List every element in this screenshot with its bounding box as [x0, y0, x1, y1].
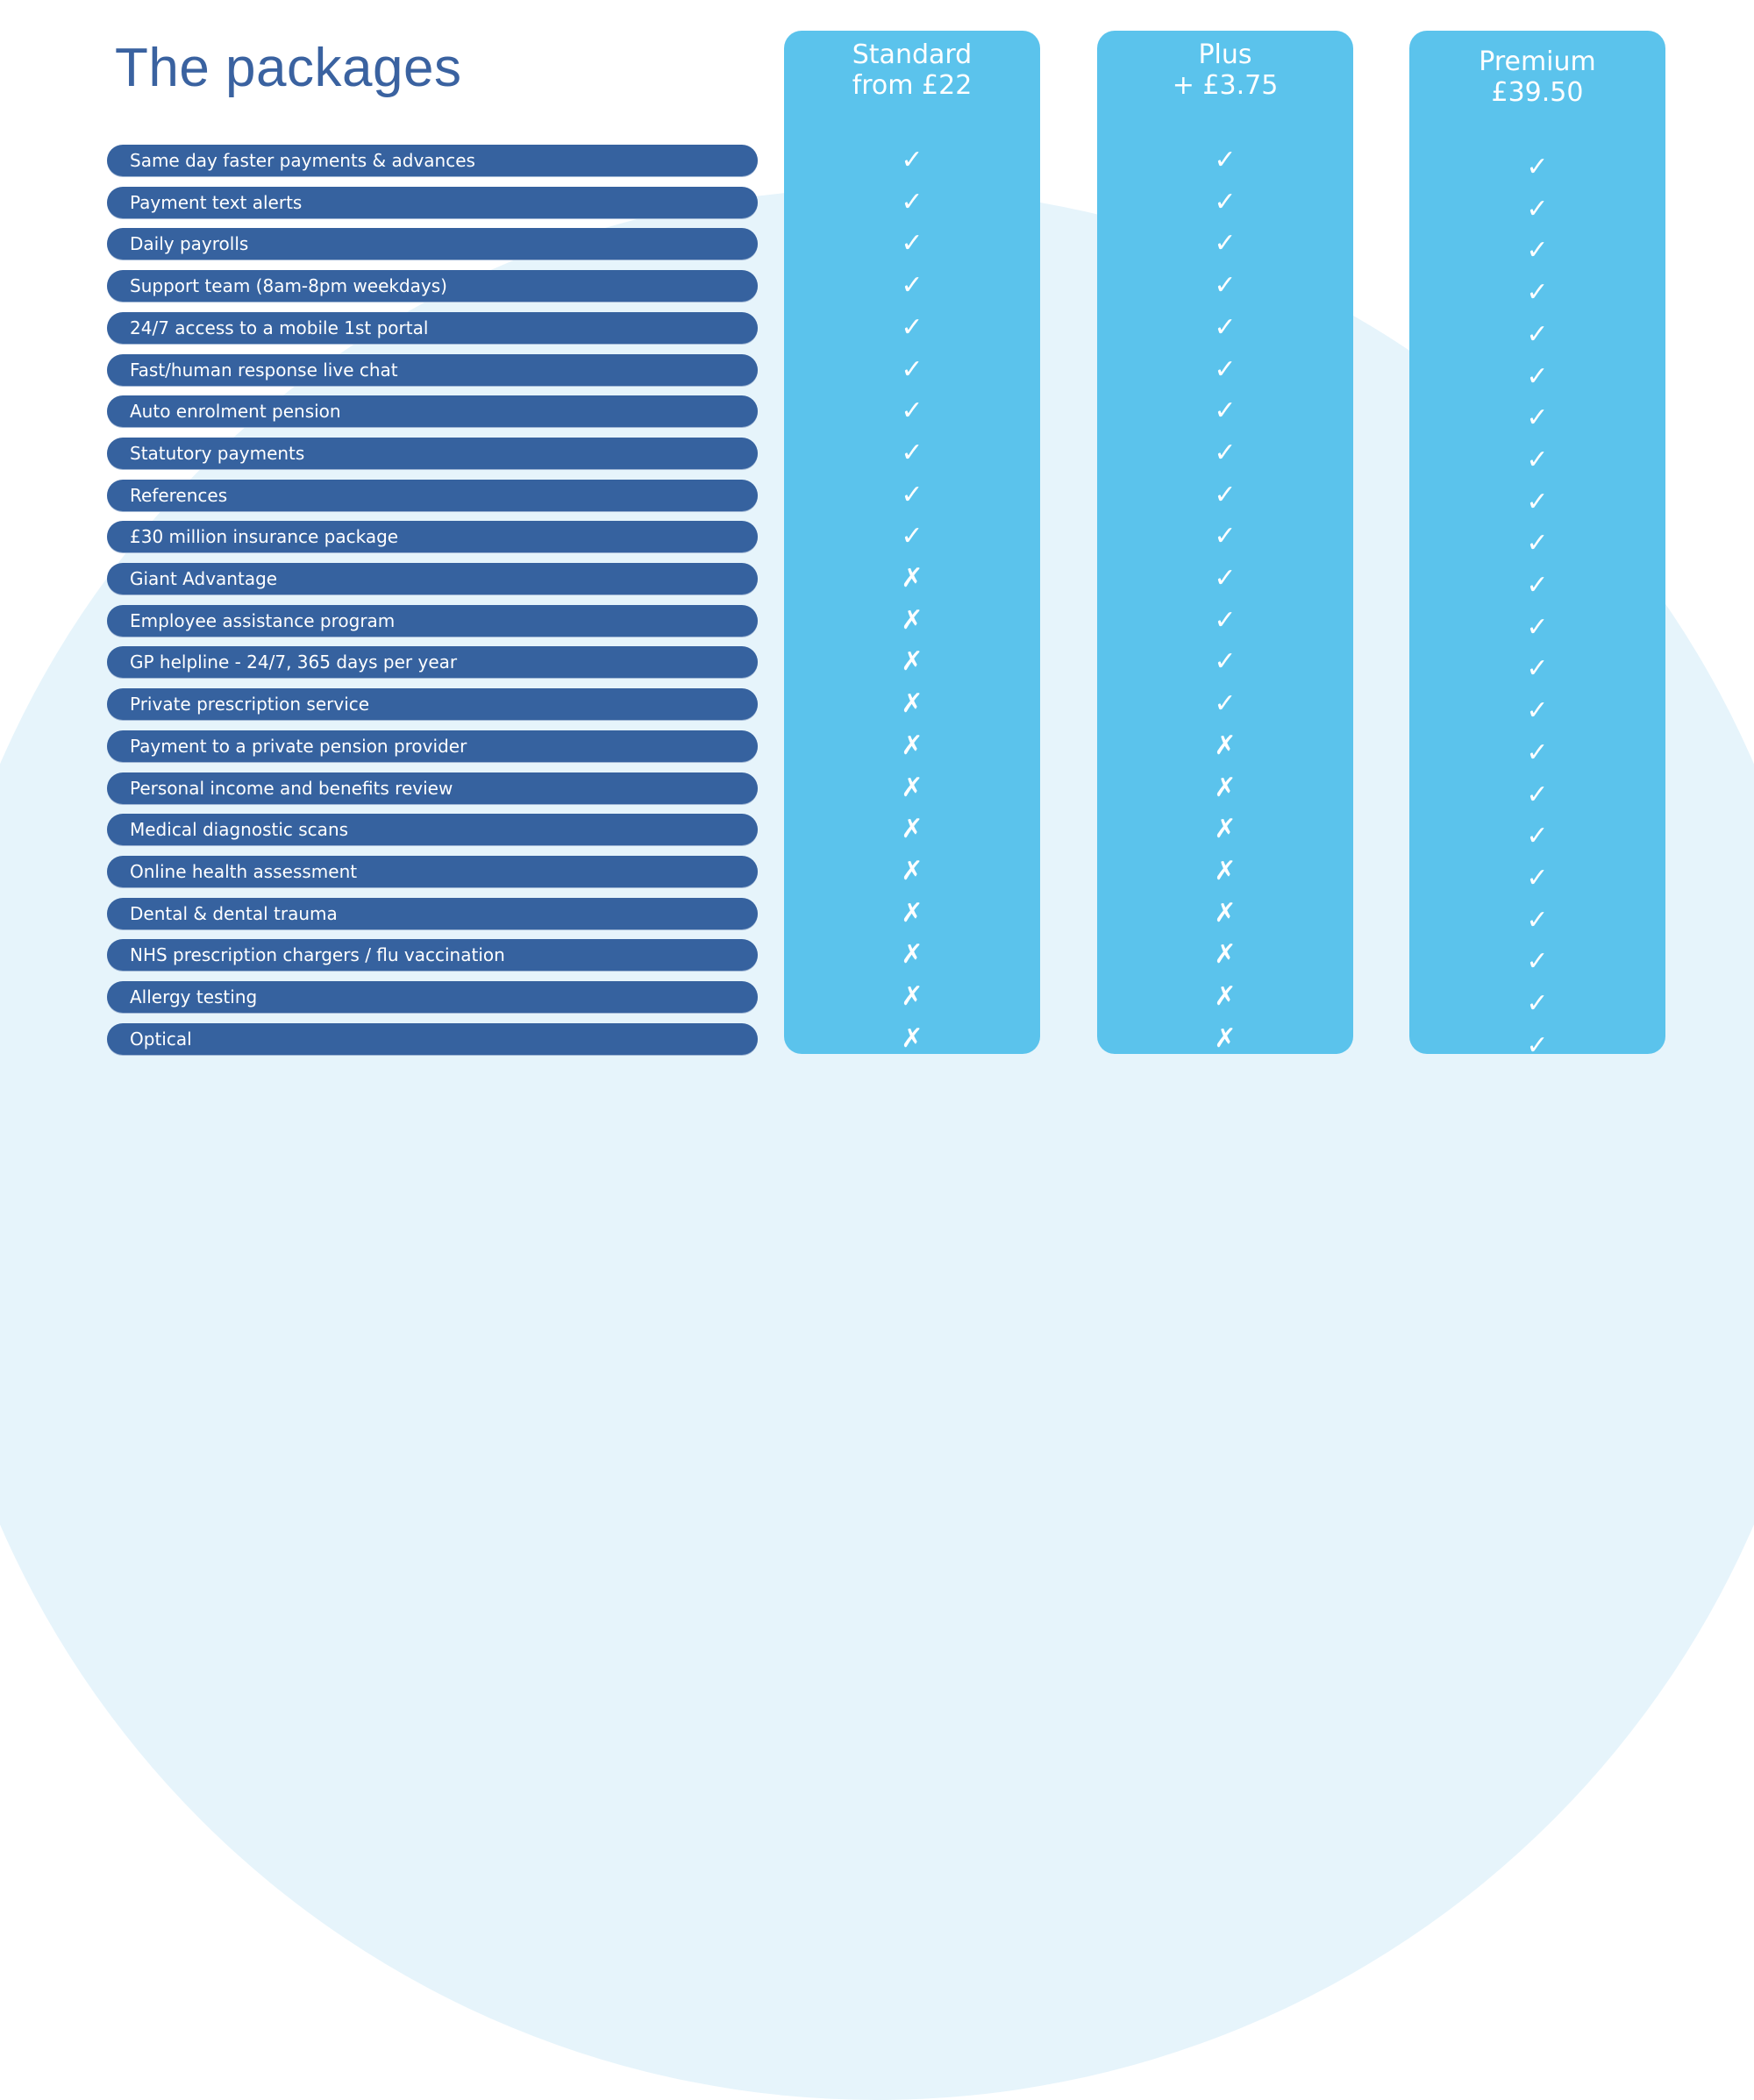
cross-icon: ✗	[1214, 772, 1237, 803]
check-icon: ✓	[1214, 311, 1237, 343]
check-icon: ✓	[901, 437, 923, 468]
feature-row: Employee assistance program	[107, 604, 758, 637]
check-icon: ✓	[1526, 444, 1549, 475]
feature-row: NHS prescription chargers / flu vaccinat…	[107, 939, 758, 972]
feature-row: References	[107, 479, 758, 511]
check-icon: ✓	[1526, 988, 1549, 1019]
check-icon: ✓	[1526, 862, 1549, 893]
feature-row: Personal income and benefits review	[107, 772, 758, 804]
check-icon: ✓	[1214, 688, 1237, 720]
check-icon: ✓	[1526, 235, 1549, 267]
cross-icon: ✗	[901, 814, 923, 845]
feature-row: 24/7 access to a mobile 1st portal	[107, 311, 758, 344]
check-icon: ✓	[901, 311, 923, 343]
check-icon: ✓	[1526, 277, 1549, 309]
package-name: Plus	[1198, 39, 1252, 70]
cross-icon: ✗	[901, 772, 923, 803]
feature-row: Fast/human response live chat	[107, 353, 758, 386]
check-icon: ✓	[1214, 145, 1237, 175]
cross-icon: ✗	[901, 939, 923, 971]
cross-icon: ✗	[901, 981, 923, 1012]
package-price: from £22	[852, 70, 973, 101]
feature-row: Support team (8am-8pm weekdays)	[107, 270, 758, 303]
check-icon: ✓	[1526, 318, 1549, 350]
check-icon: ✓	[1214, 353, 1237, 385]
check-icon: ✓	[1526, 152, 1549, 182]
feature-row: Payment text alerts	[107, 186, 758, 218]
feature-row: Private prescription service	[107, 688, 758, 721]
check-icon: ✓	[1526, 570, 1549, 601]
cross-icon: ✗	[1214, 939, 1237, 971]
check-icon: ✓	[901, 186, 923, 217]
check-icon: ✓	[901, 353, 923, 385]
check-icon: ✓	[1526, 695, 1549, 727]
check-icon: ✓	[1214, 646, 1237, 678]
check-icon: ✓	[901, 479, 923, 510]
cross-icon: ✗	[1214, 814, 1237, 845]
cross-icon: ✗	[901, 604, 923, 636]
cross-icon: ✗	[1214, 855, 1237, 886]
check-icon: ✓	[901, 145, 923, 175]
cross-icon: ✗	[901, 855, 923, 886]
check-icon: ✓	[901, 395, 923, 427]
check-icon: ✓	[1526, 611, 1549, 643]
check-icon: ✓	[1526, 360, 1549, 392]
check-icon: ✓	[901, 270, 923, 302]
feature-row: Allergy testing	[107, 981, 758, 1013]
cross-icon: ✗	[901, 730, 923, 761]
cross-icon: ✗	[1214, 1022, 1237, 1054]
check-icon: ✓	[1526, 528, 1549, 559]
check-icon: ✓	[1214, 270, 1237, 302]
package-price: £39.50	[1491, 77, 1584, 108]
cross-icon: ✗	[901, 646, 923, 678]
check-icon: ✓	[1214, 521, 1237, 552]
check-icon: ✓	[1526, 904, 1549, 936]
package-card-standard: Standard from £22 ✓ ✓ ✓ ✓ ✓ ✓ ✓ ✓ ✓ ✓ ✗ ✗ ✗ ✗ ✗ ✗ ✗ ✗ ✗ ✗ ✗ ✗	[784, 31, 1040, 1054]
check-icon: ✓	[1526, 737, 1549, 768]
check-icon: ✓	[1214, 479, 1237, 510]
feature-row: Medical diagnostic scans	[107, 814, 758, 846]
cross-icon: ✗	[1214, 981, 1237, 1012]
package-card-plus: Plus + £3.75 ✓ ✓ ✓ ✓ ✓ ✓ ✓ ✓ ✓ ✓ ✓ ✓ ✓ ✓ ✗ ✗ ✗ ✗ ✗ ✗ ✗ ✗	[1097, 31, 1353, 1054]
cross-icon: ✗	[901, 563, 923, 594]
cross-icon: ✗	[901, 897, 923, 929]
check-icon: ✓	[1526, 193, 1549, 224]
cross-icon: ✗	[1214, 897, 1237, 929]
feature-row: Optical	[107, 1022, 758, 1055]
feature-row: GP helpline - 24/7, 365 days per year	[107, 646, 758, 679]
cross-icon: ✗	[901, 1022, 923, 1054]
check-icon: ✓	[901, 228, 923, 260]
check-icon: ✓	[1526, 946, 1549, 978]
check-icon: ✓	[1526, 486, 1549, 517]
check-icon: ✓	[1214, 186, 1237, 217]
check-icon: ✓	[1526, 821, 1549, 852]
check-icon: ✓	[1526, 653, 1549, 685]
check-icon: ✓	[1526, 1029, 1549, 1061]
feature-row: Auto enrolment pension	[107, 395, 758, 428]
check-icon: ✓	[1214, 563, 1237, 594]
feature-row: Daily payrolls	[107, 228, 758, 260]
package-name: Premium	[1479, 46, 1596, 77]
feature-row: Payment to a private pension provider	[107, 730, 758, 762]
package-name: Standard	[852, 39, 973, 70]
cross-icon: ✗	[901, 688, 923, 720]
check-icon: ✓	[1214, 604, 1237, 636]
check-icon: ✓	[1214, 228, 1237, 260]
page-title: The packages	[115, 38, 462, 98]
feature-row: Dental & dental trauma	[107, 897, 758, 929]
package-card-premium: Premium £39.50 ✓ ✓ ✓ ✓ ✓ ✓ ✓ ✓ ✓ ✓ ✓ ✓ ✓ ✓ ✓ ✓ ✓ ✓ ✓ ✓ ✓ ✓	[1409, 31, 1665, 1061]
feature-row: Statutory payments	[107, 437, 758, 469]
check-icon: ✓	[1214, 437, 1237, 468]
check-icon: ✓	[1526, 402, 1549, 434]
cross-icon: ✗	[1214, 730, 1237, 761]
feature-row: Online health assessment	[107, 855, 758, 887]
check-icon: ✓	[1526, 779, 1549, 810]
check-icon: ✓	[901, 521, 923, 552]
package-price: + £3.75	[1172, 70, 1279, 101]
check-icon: ✓	[1214, 395, 1237, 427]
feature-row: Giant Advantage	[107, 563, 758, 594]
feature-row: Same day faster payments & advances	[107, 145, 758, 176]
feature-row: £30 million insurance package	[107, 521, 758, 553]
